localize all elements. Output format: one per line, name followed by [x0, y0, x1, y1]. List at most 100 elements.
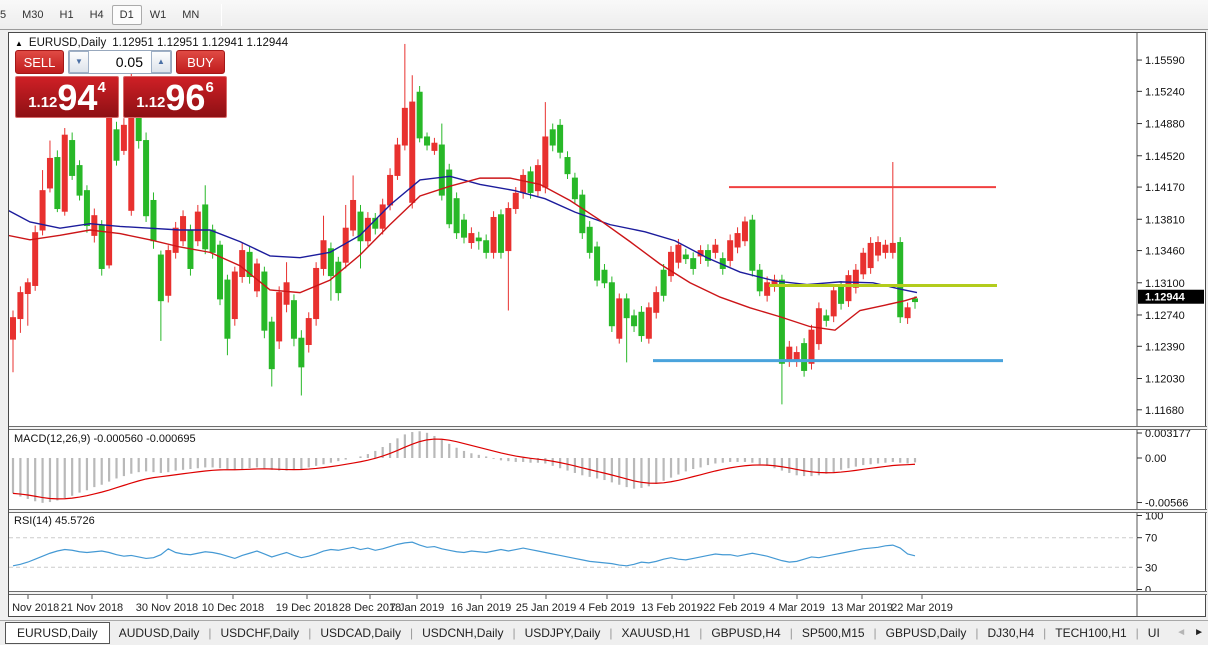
svg-text:21 Nov 2018: 21 Nov 2018 [61, 602, 123, 614]
svg-text:1.12030: 1.12030 [1145, 373, 1185, 385]
sell-button[interactable]: SELL [15, 49, 64, 74]
svg-text:1.15240: 1.15240 [1145, 86, 1185, 98]
chart-tab-usdcad-daily[interactable]: USDCAD,Daily [320, 626, 401, 640]
svg-text:4 Mar 2019: 4 Mar 2019 [769, 602, 825, 614]
chart-tab-gbpusd-h4[interactable]: GBPUSD,H4 [711, 626, 781, 640]
timeframe-button-d1[interactable]: D1 [111, 5, 142, 25]
date-axis-splitter [9, 591, 1207, 595]
timeframe-button-m30[interactable]: M30 [22, 9, 44, 21]
buy-price-pip: 6 [205, 79, 214, 96]
svg-text:30: 30 [1145, 562, 1157, 574]
macd-indicator-label: MACD(12,26,9) -0.000560 -0.000695 [14, 433, 196, 445]
tab-separator: | [699, 626, 703, 640]
buy-price-box[interactable]: 1.12 96 6 [123, 76, 227, 118]
timeframe-button-h4[interactable]: H4 [89, 9, 104, 21]
tab-separator: | [789, 626, 793, 640]
timeframe-button-h1[interactable]: H1 [59, 9, 74, 21]
svg-text:13 Feb 2019: 13 Feb 2019 [641, 602, 703, 614]
chart-tab-audusd-daily[interactable]: AUDUSD,Daily [118, 626, 200, 640]
tab-separator: | [609, 626, 613, 640]
chart-window[interactable]: 1.15590 1.15240 1.14880 1.14520 1.14170 1.138… [8, 32, 1207, 617]
svg-text:-0.00566: -0.00566 [1145, 498, 1188, 510]
svg-text:1.13460: 1.13460 [1145, 246, 1185, 258]
chart-tab-dj30-h4[interactable]: DJ30,H4 [987, 626, 1035, 640]
svg-text:1.12390: 1.12390 [1145, 341, 1185, 353]
tab-separator: | [410, 626, 414, 640]
svg-text:1.15590: 1.15590 [1145, 55, 1185, 67]
sell-price-big: 94 [57, 76, 98, 118]
tab-separator: | [873, 626, 877, 640]
chart-tab-ui[interactable]: UI [1147, 626, 1160, 640]
svg-text:0.00: 0.00 [1145, 453, 1166, 465]
chart-tab-sp500-m15[interactable]: SP500,M15 [801, 626, 865, 640]
timeframe-button-w1[interactable]: W1 [149, 9, 167, 21]
rsi-line [9, 537, 1137, 568]
svg-text:70: 70 [1145, 533, 1157, 545]
tab-separator: | [1135, 626, 1139, 640]
svg-text:13 Mar 2019: 13 Mar 2019 [831, 602, 893, 614]
svg-text:1.14170: 1.14170 [1145, 182, 1185, 194]
svg-text:4 Feb 2019: 4 Feb 2019 [579, 602, 635, 614]
svg-text:30 Nov 2018: 30 Nov 2018 [136, 602, 198, 614]
collapse-triangle-icon[interactable]: ▲ [15, 38, 23, 48]
chart-tab-xauusd-h1[interactable]: XAUUSD,H1 [621, 626, 691, 640]
chart-ohlc-values: 1.12951 1.12951 1.12941 1.12944 [112, 37, 289, 49]
timeframe-toolbar: 5 M30 H1 H4 D1 W1 MN [0, 0, 1208, 30]
chart-canvas[interactable]: 1.15590 1.15240 1.14880 1.14520 1.14170 1.138… [9, 33, 1205, 616]
tab-separator: | [308, 626, 312, 640]
toolbar-separator [221, 3, 223, 26]
tab-separator: | [512, 626, 516, 640]
sell-price-pip: 4 [97, 79, 106, 96]
chart-tab-tech100-h1[interactable]: TECH100,H1 [1055, 626, 1127, 640]
macd-pane-splitter[interactable] [9, 426, 1207, 430]
svg-text:22 Feb 2019: 22 Feb 2019 [703, 602, 765, 614]
svg-text:0: 0 [1145, 585, 1151, 597]
svg-text:25 Jan 2019: 25 Jan 2019 [516, 602, 577, 614]
volume-decrease-icon[interactable]: ▼ [69, 50, 89, 73]
current-price-tag [1138, 289, 1204, 304]
buy-button[interactable]: BUY [176, 49, 225, 74]
svg-text:1.14520: 1.14520 [1145, 151, 1185, 163]
chart-tab-usdcnh-daily[interactable]: USDCNH,Daily [422, 626, 504, 640]
price-axis[interactable]: 1.15590 1.15240 1.14880 1.14520 1.14170 1.138… [1137, 55, 1204, 597]
chart-tab-eurusd-daily[interactable]: EURUSD,Daily [5, 622, 110, 644]
tab-scroll-left-icon[interactable]: ◄ [1176, 627, 1187, 638]
one-click-trade-panel: SELL ▼ ▲ BUY 1.12 94 4 1.12 96 6 [15, 49, 229, 118]
svg-text:1.12944: 1.12944 [1145, 292, 1186, 304]
chart-tabs-list: EURUSD,Daily AUDUSD,Daily | USDCHF,Daily | US… [0, 622, 1169, 644]
tab-scroll-right-icon[interactable]: ► [1194, 627, 1204, 638]
chart-tab-gbpusd-daily[interactable]: GBPUSD,Daily [885, 626, 967, 640]
buy-price-prefix: 1.12 [136, 94, 166, 111]
svg-text:7 Jan 2019: 7 Jan 2019 [390, 602, 444, 614]
rsi-pane-splitter[interactable] [9, 509, 1207, 513]
svg-text:1.14880: 1.14880 [1145, 119, 1185, 131]
svg-text:1.12740: 1.12740 [1145, 310, 1185, 322]
volume-stepper: ▼ ▲ [68, 49, 172, 74]
tab-separator: | [975, 626, 979, 640]
chart-tabs-bar: EURUSD,Daily AUDUSD,Daily | USDCHF,Daily | US… [0, 620, 1208, 645]
svg-text:16 Jan 2019: 16 Jan 2019 [451, 602, 512, 614]
svg-text:0.003177: 0.003177 [1145, 428, 1191, 440]
svg-text:100: 100 [1145, 511, 1163, 523]
svg-text:22 Mar 2019: 22 Mar 2019 [891, 602, 953, 614]
svg-text:1.13810: 1.13810 [1145, 214, 1185, 226]
chart-tab-usdjpy-daily[interactable]: USDJPY,Daily [524, 626, 601, 640]
macd-histogram [11, 431, 917, 503]
volume-increase-icon[interactable]: ▲ [151, 50, 171, 73]
timeframe-button-mn[interactable]: MN [182, 9, 200, 21]
timeframe-button-5[interactable]: 5 [0, 9, 7, 21]
svg-text:10 Dec 2018: 10 Dec 2018 [202, 602, 264, 614]
moving-averages [9, 175, 918, 331]
tab-scroll-controls: ◄ ► [1176, 627, 1204, 638]
chart-title: ▲ EURUSD,Daily 1.12951 1.12951 1.12941 1… [15, 37, 288, 49]
chart-symbol-label: EURUSD,Daily [28, 37, 107, 49]
chart-tab-usdchf-daily[interactable]: USDCHF,Daily [220, 626, 300, 640]
horizontal-levels[interactable] [653, 186, 1003, 363]
volume-input[interactable] [89, 50, 151, 73]
tab-separator: | [208, 626, 212, 640]
svg-text:28 Dec 2018: 28 Dec 2018 [339, 602, 401, 614]
sell-price-box[interactable]: 1.12 94 4 [15, 76, 119, 118]
svg-text:12 Nov 2018: 12 Nov 2018 [9, 602, 59, 614]
